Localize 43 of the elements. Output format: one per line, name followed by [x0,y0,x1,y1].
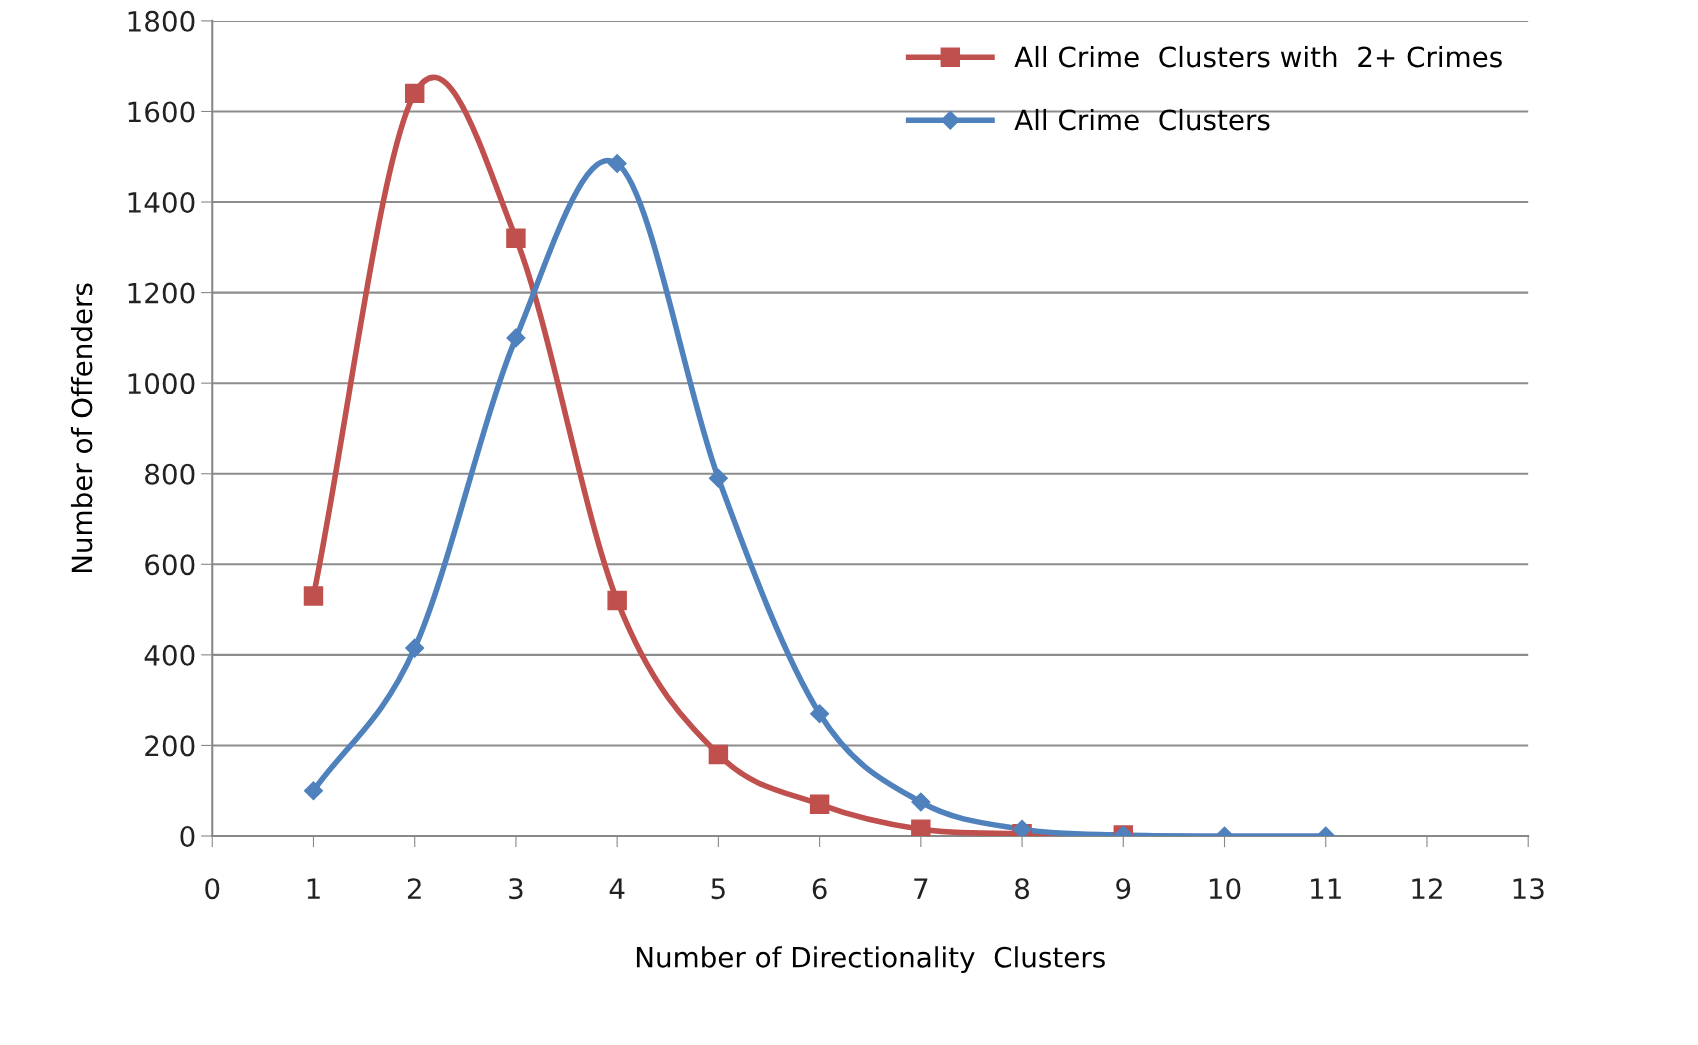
point [303,586,324,606]
x-tick-label: 1 [307,878,320,899]
x-tick-label: 5 [711,878,725,900]
point [607,154,627,174]
x-tick-label: 11 [1311,878,1341,899]
x-tick-label: 6 [812,878,827,900]
y-tick-label: 600 [145,554,195,576]
point [809,794,830,815]
x-tick-label: 9 [1116,878,1131,900]
y-tick-label: 800 [145,463,195,485]
y-tick-label: 1800 [128,10,195,32]
y-tick-label: 0 [180,825,195,847]
x-tick-label: 13 [1513,878,1544,900]
legend-label: All Crime Clusters [1014,108,1270,131]
y-tick-label: 1600 [128,101,195,123]
y-tick-label: 1000 [128,373,195,395]
y-tick-label: 400 [144,644,195,666]
point [1012,819,1032,836]
y-tick-label: 1400 [128,191,195,213]
point [506,228,526,248]
point [708,468,728,488]
x-tick-label: 8 [1015,878,1029,900]
x-axis-title: Number of Directionality Clusters [636,946,1105,974]
x-tick-label: 3 [509,878,523,900]
point [405,638,425,658]
x-tick-label: 12 [1412,878,1442,899]
legend-label: All Crime Clusters with 2+ Crimes [1014,45,1502,68]
point [810,704,830,724]
x-tick-label: 10 [1209,878,1241,900]
point [911,819,931,836]
point [303,781,324,801]
x-tick-label: 4 [609,878,625,899]
point [708,744,729,765]
x-tick-label: 2 [407,878,421,899]
point [607,590,627,611]
point [506,328,526,348]
y-tick-label: 200 [145,735,195,757]
point [404,83,425,104]
y-tick-label: 1200 [128,282,195,304]
point [911,792,931,812]
x-tick-label: 7 [914,878,928,899]
y-axis-title: Number of Offenders [70,283,93,573]
x-tick-label: 0 [205,878,220,900]
